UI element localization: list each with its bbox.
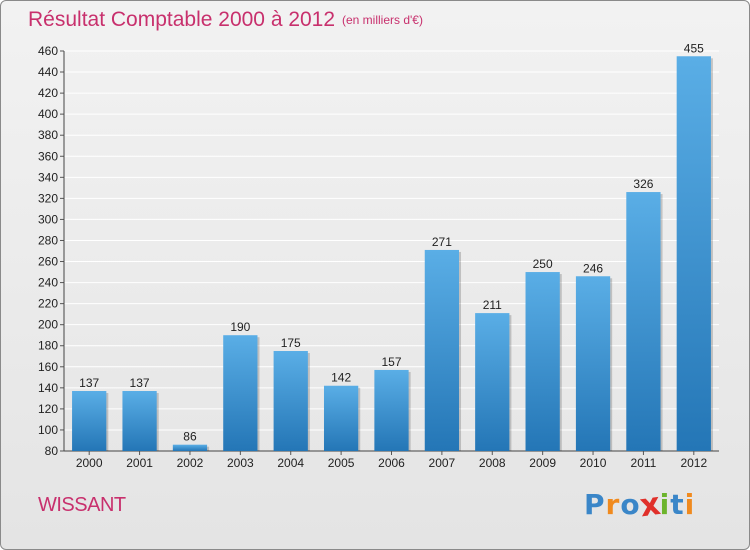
bar-2006 bbox=[374, 369, 409, 451]
x-tick-label: 2007 bbox=[429, 456, 456, 470]
x-tick-label: 2011 bbox=[631, 456, 657, 470]
logo-letter: i bbox=[659, 488, 671, 521]
y-tick-label: 420 bbox=[38, 86, 58, 100]
data-label: 175 bbox=[281, 336, 301, 350]
y-tick-label: 160 bbox=[38, 360, 58, 374]
y-tick-label: 360 bbox=[38, 149, 58, 163]
y-tick-label: 180 bbox=[38, 339, 58, 353]
y-tick-label: 300 bbox=[38, 212, 58, 226]
proxiti-logo: Proxiti bbox=[584, 485, 696, 525]
x-tick-label: 2010 bbox=[580, 456, 607, 470]
y-tick-label: 440 bbox=[38, 65, 58, 79]
x-tick-label: 2012 bbox=[680, 456, 707, 470]
bar-2002 bbox=[172, 444, 208, 451]
logo-letter: r bbox=[605, 488, 621, 521]
data-label: 271 bbox=[432, 235, 452, 249]
y-tick-label: 380 bbox=[38, 128, 58, 142]
bar-2007 bbox=[424, 249, 460, 451]
y-tick-label: 280 bbox=[38, 233, 58, 247]
data-label: 137 bbox=[79, 376, 99, 390]
logo-letter: o bbox=[620, 488, 641, 521]
bars bbox=[72, 56, 713, 452]
x-tick-label: 2009 bbox=[529, 456, 556, 470]
data-label: 250 bbox=[533, 257, 553, 271]
bar-2003 bbox=[223, 335, 258, 451]
logo-letter: x bbox=[636, 484, 664, 525]
logo-letter: t bbox=[670, 488, 685, 521]
bar-2005 bbox=[323, 385, 359, 451]
x-tick-label: 2002 bbox=[177, 456, 204, 470]
bar-2011 bbox=[626, 192, 661, 452]
x-tick-label: 2003 bbox=[227, 456, 254, 470]
x-tick-label: 2000 bbox=[76, 456, 103, 470]
data-label: 142 bbox=[331, 371, 351, 385]
data-label: 326 bbox=[633, 177, 653, 191]
y-tick-label: 260 bbox=[38, 255, 58, 269]
bar-2000 bbox=[72, 391, 107, 451]
y-tick-label: 120 bbox=[38, 402, 58, 416]
data-label: 86 bbox=[183, 430, 197, 444]
chart-title: Résultat Comptable 2000 à 2012 bbox=[28, 8, 336, 31]
y-tick-label: 320 bbox=[38, 191, 58, 205]
y-tick-label: 220 bbox=[38, 297, 58, 311]
bar-2008 bbox=[475, 313, 510, 451]
data-label: 246 bbox=[583, 261, 603, 275]
chart-subtitle: (en milliers d'€) bbox=[342, 13, 423, 27]
logo-letter: P bbox=[584, 488, 606, 521]
y-tick-label: 460 bbox=[38, 44, 58, 58]
bar-2001 bbox=[122, 391, 157, 451]
bar-2009 bbox=[525, 272, 560, 451]
x-tick-label: 2006 bbox=[378, 456, 405, 470]
x-tick-label: 2001 bbox=[126, 456, 153, 470]
bar-2010 bbox=[575, 276, 611, 451]
data-label: 455 bbox=[684, 41, 704, 55]
x-tick-label: 2008 bbox=[479, 456, 506, 470]
y-tick-label: 140 bbox=[38, 381, 58, 395]
data-label: 211 bbox=[483, 298, 502, 312]
bar-2004 bbox=[273, 351, 308, 451]
bar-2012 bbox=[676, 56, 711, 452]
labels: 80 100 120 140 160 180 200 220 240 260 280 300 320 34… bbox=[38, 41, 708, 470]
y-tick-label: 80 bbox=[45, 444, 59, 458]
y-tick-label: 240 bbox=[38, 276, 58, 290]
place-name: WISSANT bbox=[38, 494, 126, 516]
data-label: 190 bbox=[230, 320, 250, 334]
data-label: 137 bbox=[130, 376, 150, 390]
x-tick-label: 2004 bbox=[277, 456, 304, 470]
y-tick-label: 400 bbox=[38, 107, 58, 121]
y-tick-label: 100 bbox=[38, 423, 58, 437]
y-tick-label: 200 bbox=[38, 318, 58, 332]
logo-letter: i bbox=[684, 488, 696, 521]
y-tick-label: 340 bbox=[38, 170, 58, 184]
data-label: 157 bbox=[381, 355, 401, 369]
x-tick-label: 2005 bbox=[328, 456, 355, 470]
